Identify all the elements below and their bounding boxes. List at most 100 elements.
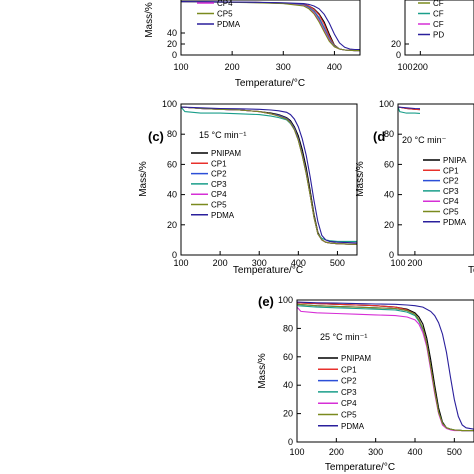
- legend-label: CP5: [341, 411, 357, 420]
- legend-label: CP5: [443, 208, 459, 217]
- plot-frame: [180, 0, 361, 56]
- legend-label: CP2: [211, 170, 227, 179]
- legend-label: CP2: [443, 177, 459, 186]
- panel-e: 100 200 300 400 500 0 20 40 60 80 100 Temperature/°…: [257, 295, 474, 473]
- y-axis-label: Mass/%: [257, 353, 268, 389]
- panel-label-e: (e): [258, 294, 274, 309]
- x-tick-label: 100: [390, 258, 405, 268]
- x-axis-label: Temperature/°C: [235, 78, 305, 89]
- series-line-pdma: [297, 301, 474, 430]
- rate-annotation: 20 °C min⁻: [402, 135, 447, 145]
- series-line-cp3: [297, 305, 474, 432]
- series-line-cp1: [181, 1, 360, 52]
- series-line-cp1: [181, 106, 357, 245]
- x-axis-label: Temperature/°C: [233, 265, 303, 276]
- plot-frame: [180, 103, 358, 256]
- series-line-cp4: [297, 306, 474, 432]
- y-axis-label: Mass/%: [138, 161, 149, 197]
- series-line-cp3: [398, 106, 421, 114]
- y-tick-label: 60: [167, 159, 177, 169]
- panel-label-d: (d: [373, 129, 385, 144]
- y-tick-label: 20: [391, 39, 401, 49]
- series-line-cp2: [181, 106, 357, 245]
- y-tick-label: 0: [389, 250, 394, 260]
- x-tick-label: 500: [330, 258, 345, 268]
- x-axis-label: Te: [468, 265, 474, 276]
- x-tick-label: 100: [173, 62, 188, 72]
- legend-label: CP4: [443, 197, 459, 206]
- x-tick-label: 200: [413, 62, 428, 72]
- plot-frame: [397, 103, 474, 256]
- panel-label-c: (c): [148, 129, 164, 144]
- series-line-cp5: [297, 303, 474, 432]
- rate-annotation: 15 °C min⁻¹: [199, 130, 246, 140]
- plot-frame: [296, 299, 474, 443]
- legend-label: CP3: [341, 388, 357, 397]
- legend-label: CP2: [341, 377, 357, 386]
- legend-label: CF: [433, 10, 444, 19]
- legend-label: PD: [433, 31, 444, 40]
- legend-label: PDMA: [341, 422, 365, 431]
- y-tick-label: 0: [172, 50, 177, 60]
- y-tick-label: 100: [162, 99, 177, 109]
- y-tick-label: 100: [379, 99, 394, 109]
- x-tick-label: 300: [368, 447, 383, 457]
- y-tick-label: 0: [172, 250, 177, 260]
- legend-label: CP1: [211, 159, 227, 168]
- x-tick-label: 200: [329, 447, 344, 457]
- x-tick-label: 200: [407, 258, 422, 268]
- y-tick-label: 80: [167, 129, 177, 139]
- legend-label: CP3: [443, 187, 459, 196]
- y-tick-label: 20: [283, 409, 293, 419]
- series-line-pnipam: [181, 106, 357, 245]
- x-tick-label: 500: [447, 447, 462, 457]
- y-tick-label: 40: [167, 28, 177, 38]
- y-tick-label: 60: [384, 159, 394, 169]
- series-line-cp5: [181, 1, 360, 52]
- x-tick-label: 100: [289, 447, 304, 457]
- x-tick-label: 400: [407, 447, 422, 457]
- panel-c: 100 200 300 400 500 0 20 40 60 80 100 Temperature/°…: [138, 99, 358, 276]
- legend-label: PNIPAM: [341, 354, 371, 363]
- y-axis-label: Mass/%: [355, 161, 366, 197]
- y-tick-label: 100: [278, 295, 293, 305]
- series-group: [181, 106, 357, 245]
- legend-label: CP1: [341, 365, 357, 374]
- legend-label: PDMA: [211, 211, 235, 220]
- legend-label: PDMA: [217, 20, 241, 29]
- x-tick-label: 400: [327, 62, 342, 72]
- x-tick-label: 200: [225, 62, 240, 72]
- legend-label: CP4: [341, 399, 357, 408]
- series-line-cp5: [181, 106, 357, 245]
- y-tick-label: 80: [384, 129, 394, 139]
- x-tick-label: 100: [173, 258, 188, 268]
- y-tick-label: 0: [288, 437, 293, 447]
- y-tick-label: 40: [167, 190, 177, 200]
- series-line-cp2: [297, 303, 474, 432]
- legend-label: PDMA: [443, 218, 467, 227]
- legend-label: CP5: [211, 201, 227, 210]
- y-tick-label: 20: [167, 39, 177, 49]
- rate-annotation: 25 °C min⁻¹: [320, 332, 367, 342]
- legend-label: CF: [433, 0, 444, 8]
- x-tick-label: 300: [276, 62, 291, 72]
- y-tick-label: 40: [283, 380, 293, 390]
- y-tick-label: 40: [384, 190, 394, 200]
- series-group: [398, 106, 421, 114]
- panel-d: 100200020406080100TeMass/%20 °C min⁻PNIP…: [355, 99, 474, 276]
- legend-label: CP4: [217, 0, 233, 8]
- legend-label: CP4: [211, 190, 227, 199]
- legend-label: CP1: [443, 166, 459, 175]
- x-axis-label: Temperature/°C: [325, 462, 395, 473]
- legend-label: PNIPA: [443, 156, 467, 165]
- series-line-pnipam: [297, 302, 474, 432]
- series-line-pdma: [181, 1, 360, 51]
- x-tick-label: 200: [213, 258, 228, 268]
- plot-frame: [404, 0, 474, 56]
- y-axis-label: Mass/%: [144, 2, 155, 38]
- series-line-cp1: [297, 302, 474, 432]
- legend-label: CP3: [211, 180, 227, 189]
